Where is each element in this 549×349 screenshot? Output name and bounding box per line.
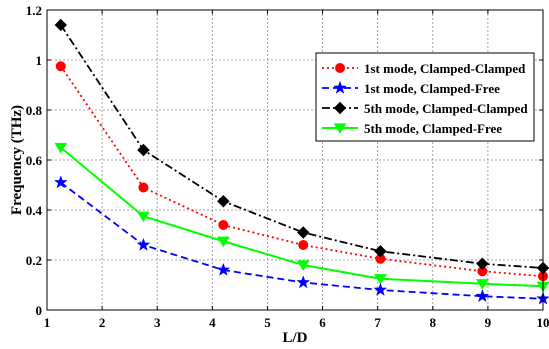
- x-tick-label: 2: [99, 315, 106, 330]
- y-tick-label: 0.6: [26, 153, 43, 168]
- y-tick-label: 0: [36, 303, 43, 318]
- legend: 1st mode, Clamped-Clamped 1st mode, Clamp…: [316, 53, 534, 141]
- x-tick-label: 6: [319, 315, 326, 330]
- legend-marker: [336, 64, 345, 73]
- x-axis-title: L/D: [282, 330, 307, 346]
- y-axis-title: Frequency (THz): [9, 105, 25, 215]
- data-point: [56, 62, 65, 71]
- data-point: [139, 183, 148, 192]
- x-tick-label: 9: [485, 315, 492, 330]
- legend-label: 5th mode, Clamped-Free: [364, 121, 502, 136]
- legend-label: 5th mode, Clamped-Clamped: [364, 101, 528, 116]
- x-tick-label: 10: [537, 315, 549, 330]
- y-tick-label: 1: [36, 53, 43, 68]
- x-tick-label: 8: [430, 315, 437, 330]
- data-point: [299, 241, 308, 250]
- y-tick-label: 0.8: [26, 103, 43, 118]
- x-tick-label: 4: [209, 315, 216, 330]
- x-tick-label: 3: [154, 315, 161, 330]
- x-tick-label: 5: [264, 315, 271, 330]
- data-point: [219, 221, 228, 230]
- y-tick-label: 0.4: [26, 203, 43, 218]
- y-tick-label: 0.2: [26, 253, 42, 268]
- x-tick-label: 7: [374, 315, 381, 330]
- y-tick-label: 1.2: [26, 3, 42, 18]
- legend-label: 1st mode, Clamped-Clamped: [364, 61, 526, 76]
- legend-label: 1st mode, Clamped-Free: [364, 81, 500, 96]
- x-tick-label: 1: [44, 315, 51, 330]
